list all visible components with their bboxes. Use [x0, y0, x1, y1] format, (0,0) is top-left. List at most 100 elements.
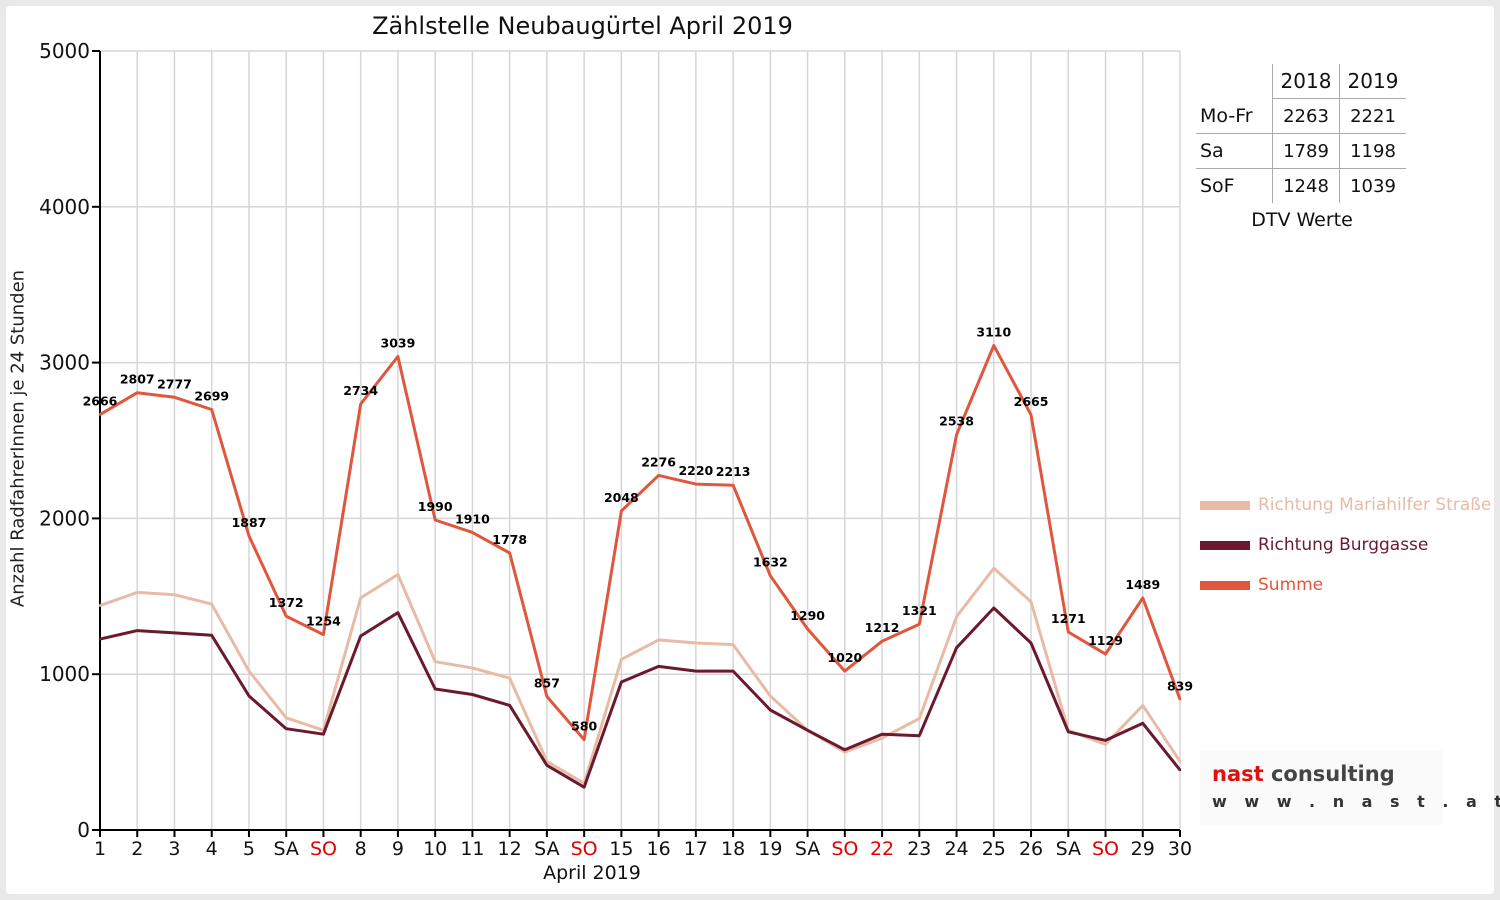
y-tick-label: 3000: [39, 351, 90, 375]
data-label: 839: [1167, 678, 1193, 693]
legend-item-mariahilfer: Richtung Mariahilfer Straße: [1200, 494, 1491, 516]
x-tick-label: 18: [721, 838, 745, 860]
data-point: [471, 693, 474, 696]
data-point: [508, 551, 511, 555]
dtv-row-label: Mo-Fr: [1196, 98, 1273, 134]
x-tick-label: 12: [498, 838, 522, 860]
data-point: [731, 669, 735, 673]
data-point: [1029, 600, 1033, 603]
data-point: [210, 634, 213, 637]
dtv-value: 1248: [1272, 168, 1340, 203]
data-point: [694, 641, 698, 645]
data-point: [285, 716, 288, 720]
data-point: [359, 596, 362, 600]
data-label: 1321: [902, 603, 937, 618]
x-tick-label: 11: [460, 838, 484, 860]
data-point: [843, 748, 847, 751]
data-point: [657, 474, 660, 477]
y-tick-label: 2000: [39, 506, 90, 530]
data-point: [285, 727, 288, 730]
logo-url: w w w . n a s t . a t: [1212, 792, 1500, 811]
data-point: [433, 687, 437, 691]
y-tick-label: 5000: [39, 39, 90, 63]
data-point: [769, 694, 772, 698]
data-point: [173, 631, 176, 635]
data-point: [694, 669, 698, 673]
dtv-row-sa: Sa 1789 1198: [1196, 133, 1406, 169]
data-point: [247, 694, 251, 698]
dtv-header-2018: 2018: [1272, 64, 1340, 99]
series-line-1: [99, 606, 1182, 789]
data-point: [545, 764, 549, 767]
data-point: [396, 611, 400, 614]
x-tick-label: 17: [684, 838, 708, 860]
x-tick-label: SA: [534, 838, 559, 860]
legend-swatch-summe: [1200, 580, 1250, 590]
data-point: [247, 669, 251, 673]
data-point: [657, 638, 660, 642]
data-point: [1104, 739, 1107, 742]
data-point: [620, 658, 623, 661]
dtv-value: 1198: [1339, 133, 1406, 169]
data-point: [955, 646, 958, 649]
dtv-value: 2221: [1339, 98, 1406, 134]
data-point: [582, 738, 586, 741]
x-tick-label: 15: [609, 838, 633, 860]
data-point: [880, 732, 884, 736]
data-label: 1632: [753, 555, 788, 570]
data-point: [247, 534, 251, 538]
x-tick-label: 8: [355, 838, 367, 860]
x-axis-label: April 2019: [543, 862, 641, 884]
data-point: [992, 567, 995, 570]
data-point: [731, 484, 735, 487]
x-tick-label: 23: [907, 838, 931, 860]
x-tick-label: 26: [1019, 838, 1043, 860]
data-point: [1067, 730, 1070, 734]
data-point: [322, 732, 325, 736]
x-tick-label: SO: [571, 838, 598, 860]
data-point: [396, 355, 400, 358]
x-tick-label: SO: [1092, 838, 1119, 860]
data-point: [1178, 698, 1182, 701]
data-label: 2777: [157, 376, 192, 391]
x-tick-label: 25: [982, 838, 1006, 860]
data-point: [880, 639, 884, 643]
legend-item-burggasse: Richtung Burggasse: [1200, 534, 1428, 556]
data-label: 1129: [1088, 633, 1123, 648]
data-point: [173, 593, 176, 596]
data-label: 3039: [381, 336, 416, 351]
logo-word-consulting: consulting: [1270, 762, 1395, 786]
data-label: 1212: [865, 620, 900, 635]
dtv-caption: DTV Werte: [1251, 209, 1353, 231]
logo-word-nast: nast: [1212, 762, 1264, 786]
data-point: [1178, 768, 1182, 772]
legend-item-summe: Summe: [1200, 574, 1323, 596]
data-point: [508, 704, 511, 707]
data-label: 1778: [492, 532, 527, 547]
data-point: [433, 660, 437, 663]
data-label: 2666: [83, 394, 118, 409]
data-point: [285, 615, 288, 618]
data-point: [843, 669, 847, 673]
data-label: 1290: [790, 608, 825, 623]
dtv-header-2019: 2019: [1339, 64, 1406, 99]
data-point: [806, 729, 809, 732]
data-point: [98, 413, 102, 416]
data-point: [769, 574, 772, 577]
dtv-table: 2018 2019 Mo-Fr 2263 2221 Sa 1789 1198 S…: [1196, 64, 1406, 203]
data-point: [1029, 413, 1033, 416]
data-point: [1141, 704, 1144, 707]
data-point: [880, 736, 884, 740]
data-point: [433, 518, 437, 522]
dtv-row-mofr: Mo-Fr 2263 2221: [1196, 98, 1406, 134]
data-point: [918, 734, 921, 737]
data-point: [1104, 652, 1107, 656]
x-tick-label: 22: [870, 838, 894, 860]
data-label: 1887: [232, 515, 267, 530]
data-point: [582, 785, 586, 789]
data-label: 2807: [120, 372, 155, 387]
data-point: [471, 666, 474, 670]
x-tick-label: 16: [647, 838, 671, 860]
data-label: 2213: [716, 464, 751, 479]
x-tick-label: 9: [392, 838, 404, 860]
